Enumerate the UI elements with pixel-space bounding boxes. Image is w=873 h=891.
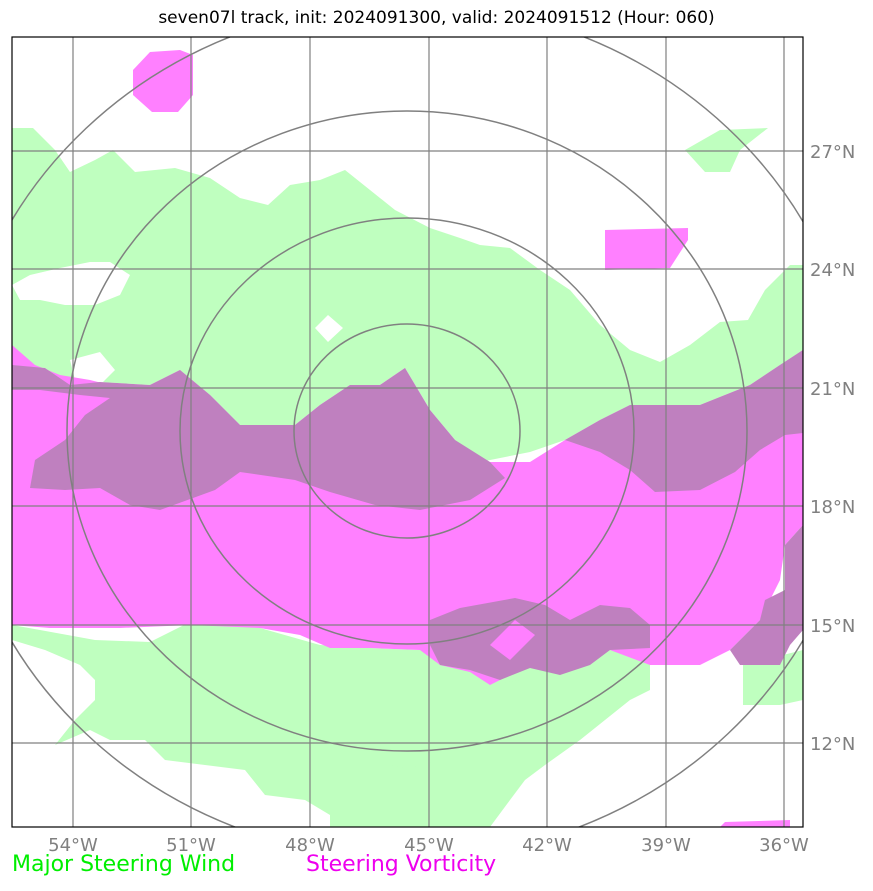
y-tick-label: 24°N bbox=[810, 260, 855, 281]
y-tick-label: 18°N bbox=[810, 497, 855, 518]
vorticity-blob-top bbox=[133, 50, 193, 112]
x-tick-label: 42°W bbox=[522, 835, 572, 856]
wind-gap-midwest bbox=[70, 352, 115, 385]
wind-region-north bbox=[12, 128, 803, 462]
legend-major-steering-wind: Major Steering Wind bbox=[12, 852, 236, 877]
overlap-layer bbox=[12, 350, 803, 680]
graticule bbox=[12, 37, 803, 827]
range-rings bbox=[12, 37, 803, 827]
x-tick-label: 45°W bbox=[404, 835, 454, 856]
legend-steering-vorticity: Steering Vorticity bbox=[306, 852, 497, 877]
wind-region-northeast bbox=[685, 128, 768, 172]
x-tick-label: 36°W bbox=[759, 835, 809, 856]
overlap-south bbox=[430, 598, 650, 680]
overlap-band bbox=[12, 365, 505, 510]
y-tick-label: 21°N bbox=[810, 379, 855, 400]
x-tick-label: 54°W bbox=[48, 835, 98, 856]
x-tick-label: 48°W bbox=[285, 835, 335, 856]
y-tick-label: 27°N bbox=[810, 142, 855, 163]
vorticity-patch-south bbox=[490, 620, 535, 660]
range-ring-3 bbox=[66, 110, 748, 752]
vorticity-blob-east bbox=[605, 228, 688, 270]
overlap-east bbox=[565, 350, 803, 492]
wind-gap-center bbox=[315, 315, 343, 342]
x-tick-label: 51°W bbox=[166, 835, 216, 856]
wind-gap-west bbox=[12, 262, 130, 305]
x-tick-label: 39°W bbox=[641, 835, 691, 856]
range-ring-1 bbox=[293, 323, 521, 539]
range-ring-2 bbox=[179, 217, 635, 645]
wind-region-southwest bbox=[385, 680, 520, 768]
map-title: seven07l track, init: 2024091300, valid:… bbox=[158, 8, 715, 28]
x-tick-labels: 54°W 51°W 48°W 45°W 42°W 39°W 36°W bbox=[48, 835, 809, 856]
y-tick-label: 12°N bbox=[810, 734, 855, 755]
plot-frame bbox=[11, 36, 804, 828]
overlap-southeast bbox=[730, 525, 803, 665]
y-tick-labels: 27°N 24°N 21°N 18°N 15°N 12°N bbox=[810, 142, 855, 755]
vorticity-blob-bottom bbox=[720, 820, 790, 827]
y-tick-label: 15°N bbox=[810, 616, 855, 637]
